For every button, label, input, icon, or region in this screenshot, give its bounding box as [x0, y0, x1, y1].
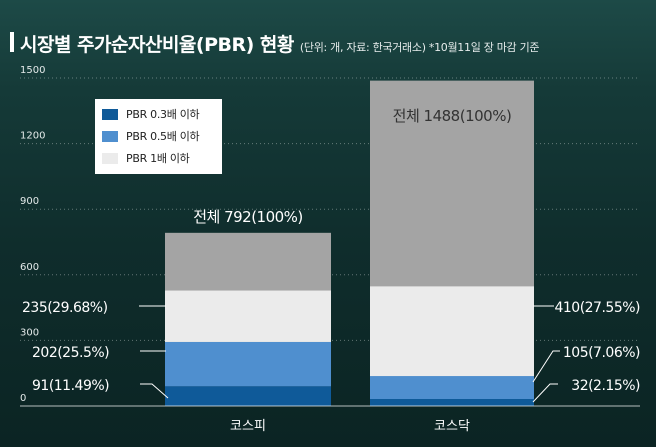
legend-swatch-pbr-0-3 [102, 108, 118, 120]
bar-segment-0-2 [165, 290, 331, 342]
segment-label-kosdaq-pbr03: 32(2.15%) [571, 378, 640, 394]
legend-item-pbr-1: PBR 1배 이하 [95, 147, 222, 169]
chart-title: 시장별 주가순자산비율(PBR) 현황 [20, 34, 294, 56]
legend-label-pbr-0-5: PBR 0.5배 이하 [126, 130, 200, 143]
title-accent-bar [10, 32, 14, 52]
segment-label-kospi-pbr1: 235(29.68%) [22, 300, 108, 316]
segment-label-kosdaq-pbr03-leader [532, 383, 558, 403]
x-category-label-1: 코스닥 [434, 419, 470, 434]
segment-label-kosdaq-pbr05: 105(7.06%) [563, 345, 640, 361]
y-tick-label-1500: 1500 [20, 65, 45, 76]
segment-label-kospi-pbr03: 91(11.49%) [32, 378, 109, 394]
y-tick-label-300: 300 [20, 327, 39, 338]
segment-label-kospi-pbr03-leader [140, 383, 169, 399]
bar-segment-1-2 [370, 286, 534, 377]
segment-label-kosdaq-pbr1: 410(27.55%) [554, 300, 640, 316]
x-category-label-0: 코스피 [230, 419, 266, 434]
total-label-1: 전체 1488(100%) [393, 107, 512, 125]
legend-swatch-pbr-0-5 [102, 130, 118, 142]
legend-item-pbr-0-5: PBR 0.5배 이하 [95, 125, 222, 147]
bar-segment-0-0 [165, 386, 331, 406]
y-tick-label-600: 600 [20, 262, 39, 273]
bar-segment-1-0 [370, 399, 534, 406]
legend: PBR 0.3배 이하 PBR 0.5배 이하 PBR 1배 이하 [95, 99, 222, 174]
legend-label-pbr-0-3: PBR 0.3배 이하 [126, 108, 200, 121]
legend-item-pbr-0-3: PBR 0.3배 이하 [95, 103, 222, 125]
total-label-0: 전체 792(100%) [193, 208, 303, 226]
title-bar: 시장별 주가순자산비율(PBR) 현황 (단위: 개, 자료: 한국거래소) *… [10, 30, 540, 56]
legend-swatch-pbr-1 [102, 152, 118, 164]
chart-subtitle: (단위: 개, 자료: 한국거래소) *10월11일 장 마감 기준 [299, 41, 540, 54]
legend-label-pbr-1: PBR 1배 이하 [126, 152, 190, 165]
bar-segment-1-1 [370, 376, 534, 400]
y-tick-label-0: 0 [20, 393, 26, 404]
segment-label-kosdaq-pbr05-leader [532, 350, 560, 383]
y-tick-label-900: 900 [20, 196, 39, 207]
segment-label-kospi-pbr05: 202(25.5%) [32, 345, 109, 361]
bar-segment-0-1 [165, 341, 331, 387]
y-tick-label-1200: 1200 [20, 131, 45, 142]
